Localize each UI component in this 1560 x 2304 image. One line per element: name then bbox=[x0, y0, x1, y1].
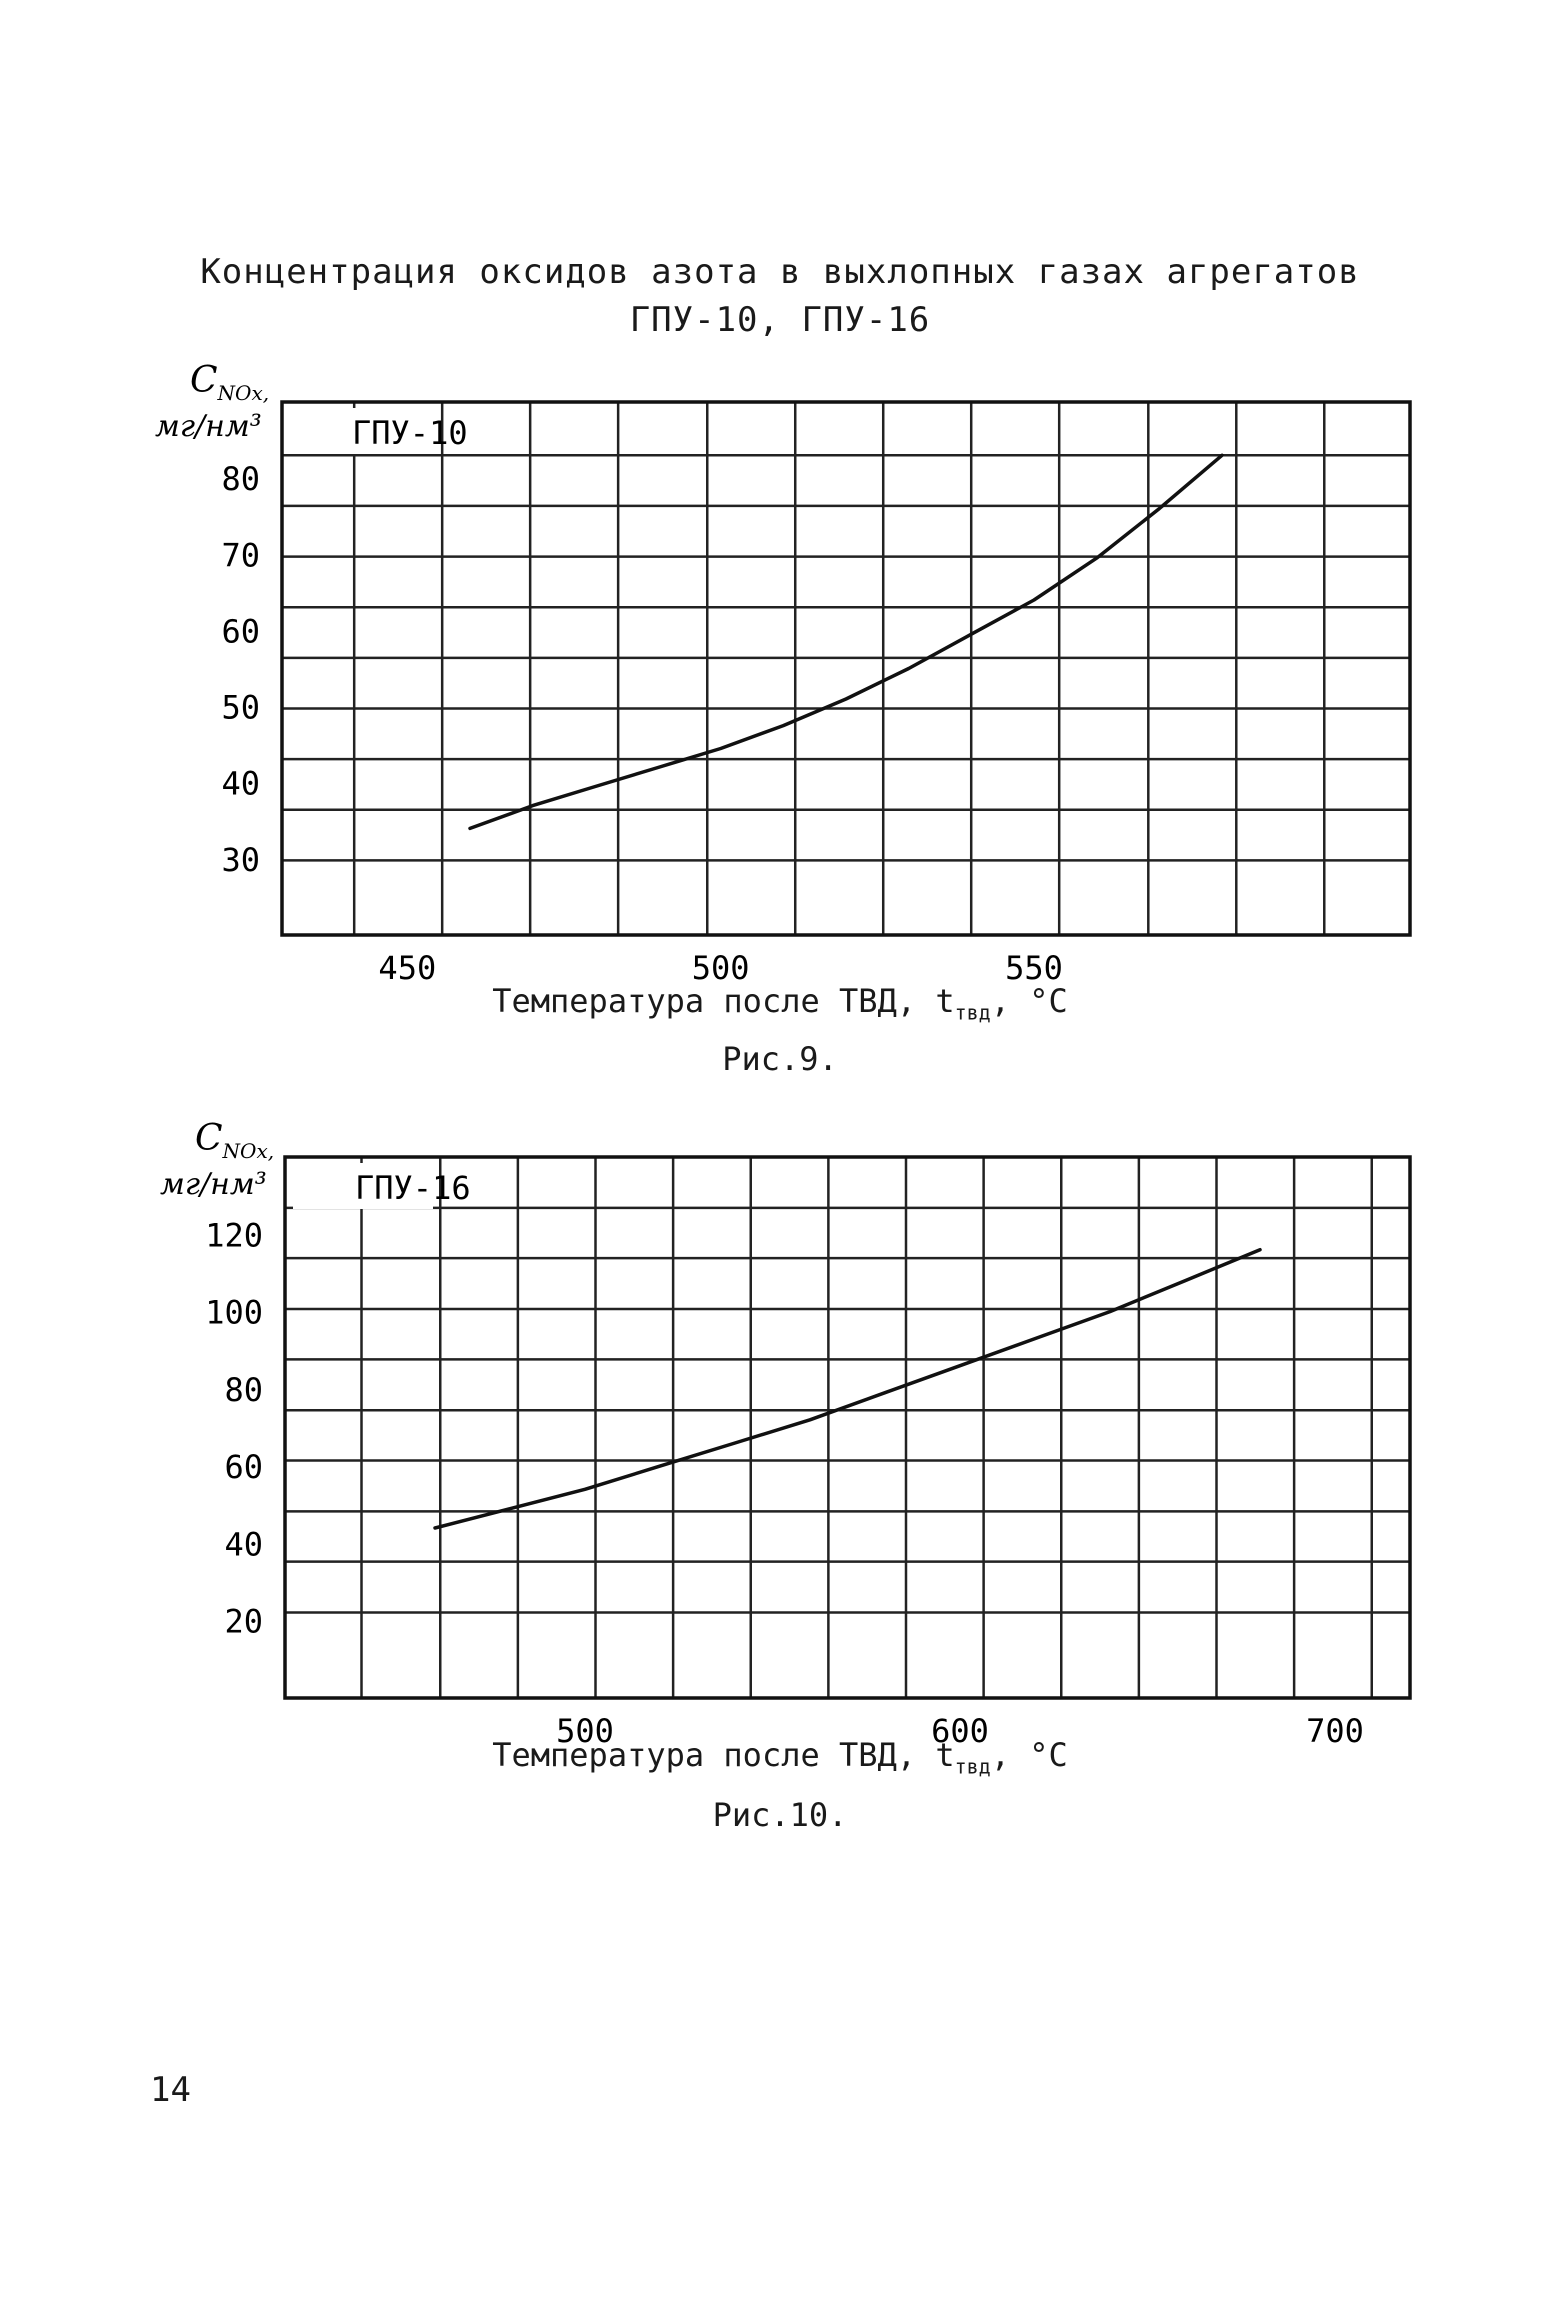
y-tick-label: 40 bbox=[221, 765, 260, 803]
x-tick-label: 550 bbox=[1005, 949, 1063, 987]
chart2-xlabel-sub: твд bbox=[954, 1754, 991, 1779]
document-title-line2: ГПУ-10, ГПУ-16 bbox=[629, 300, 931, 340]
chart2-xlabel-text: Температура после ТВД, t bbox=[492, 1736, 955, 1774]
document-title-line1: Концентрация оксидов азота в выхлопных г… bbox=[200, 252, 1360, 292]
x-tick-label: 450 bbox=[378, 949, 436, 987]
x-tick-label: 500 bbox=[556, 1712, 614, 1750]
y-tick-label: 40 bbox=[224, 1525, 263, 1563]
inset-label: ГПУ-16 bbox=[355, 1169, 471, 1207]
chart-gpu10: ГПУ-10 30 40 50 60 70 80 450 500 550 CNOx, мг/нм³ bbox=[155, 360, 1412, 987]
y-tick-label: 20 bbox=[224, 1603, 263, 1641]
inset-label: ГПУ-10 bbox=[352, 414, 468, 452]
chart1-xlabel: Температура после ТВД, tтвд, °C bbox=[0, 982, 1560, 1024]
y-tick-label: 70 bbox=[221, 536, 260, 574]
page-number: 14 bbox=[150, 2070, 191, 2110]
y-tick-label: 80 bbox=[221, 460, 260, 498]
y-axis-label: CNOx, bbox=[195, 1118, 274, 1163]
x-tick-label: 700 bbox=[1306, 1712, 1364, 1750]
series-curve bbox=[433, 1247, 1262, 1530]
figure-caption-9: Рис.9. bbox=[722, 1040, 838, 1078]
chart-gpu16: ГПУ-16 20 40 60 80 100 120 500 600 700 CNOx, мг/нм³ bbox=[160, 1118, 1412, 1750]
y-tick-label: 50 bbox=[221, 689, 260, 727]
y-tick-label: 60 bbox=[221, 612, 260, 650]
plot-frame bbox=[283, 1155, 1412, 1700]
inset-label-bg bbox=[293, 1163, 433, 1209]
chart2-xlabel-unit: , °C bbox=[990, 1736, 1068, 1774]
figure-caption-10: Рис.10. bbox=[712, 1796, 848, 1834]
x-tick-label: 600 bbox=[931, 1712, 989, 1750]
plot-frame bbox=[280, 400, 1412, 937]
y-axis-units: мг/нм³ bbox=[155, 409, 262, 444]
y-axis-units: мг/нм³ bbox=[160, 1167, 267, 1202]
chart1-xlabel-sub: твд bbox=[954, 1000, 991, 1025]
y-tick-label: 100 bbox=[205, 1294, 263, 1332]
y-tick-label: 30 bbox=[221, 841, 260, 879]
y-tick-label: 80 bbox=[224, 1371, 263, 1409]
chart2-xlabel: Температура после ТВД, tтвд, °C bbox=[0, 1736, 1560, 1778]
y-tick-label: 120 bbox=[205, 1216, 263, 1254]
chart1-xlabel-text: Температура после ТВД, t bbox=[492, 982, 955, 1020]
y-tick-label: 60 bbox=[224, 1448, 263, 1486]
inset-label-bg bbox=[290, 408, 430, 454]
chart1-xlabel-unit: , °C bbox=[990, 982, 1068, 1020]
x-tick-label: 500 bbox=[692, 949, 750, 987]
y-axis-label: CNOx, bbox=[190, 360, 269, 405]
